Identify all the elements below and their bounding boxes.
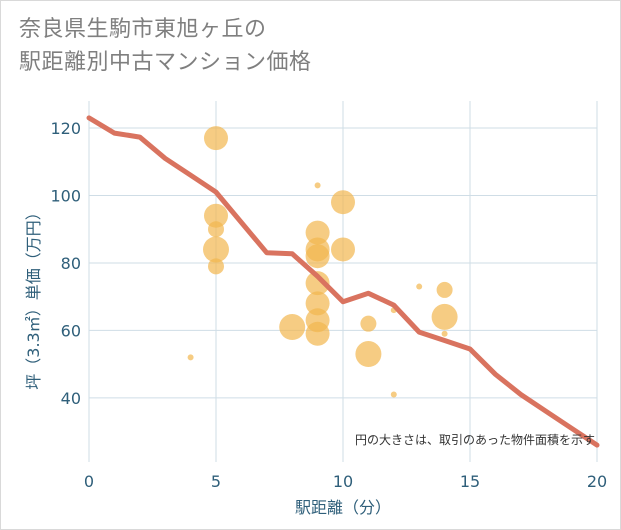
trend-point bbox=[266, 252, 268, 254]
data-bubble bbox=[355, 341, 382, 368]
data-bubble bbox=[203, 236, 229, 263]
trend-point bbox=[317, 275, 319, 277]
trend-point bbox=[190, 174, 192, 176]
x-tick-label: 15 bbox=[460, 472, 480, 491]
data-bubble bbox=[314, 182, 321, 189]
data-bubble bbox=[436, 281, 453, 298]
trend-point bbox=[164, 157, 166, 159]
y-axis-title: 坪（3.3㎡）単価（万円） bbox=[24, 204, 43, 389]
title-line-1: 奈良県生駒市東旭ヶ丘の bbox=[19, 17, 267, 42]
size-annotation: 円の大きさは、取引のあった物件面積を示す bbox=[355, 432, 595, 447]
x-tick-label: 5 bbox=[211, 472, 221, 491]
trend-point bbox=[545, 410, 547, 412]
trend-point bbox=[596, 444, 598, 446]
data-bubble bbox=[305, 291, 330, 316]
trend-line-series bbox=[86, 115, 600, 448]
trend-point bbox=[367, 292, 369, 294]
data-bubble bbox=[305, 271, 330, 296]
trend-point bbox=[418, 331, 420, 333]
data-bubble bbox=[305, 321, 330, 346]
x-axis-title: 駅距離（分） bbox=[295, 498, 391, 517]
data-bubble bbox=[208, 221, 224, 238]
data-bubble bbox=[305, 220, 330, 245]
trend-point bbox=[469, 348, 471, 350]
data-bubble bbox=[416, 283, 423, 290]
data-bubble bbox=[441, 330, 448, 337]
data-bubble bbox=[279, 314, 306, 341]
axis-ticks: 0 5 10 15 20 40 60 80 100 120 bbox=[50, 119, 607, 491]
bubble-series bbox=[187, 126, 458, 398]
chart-title: 奈良県生駒市東旭ヶ丘の 駅距離別中古マンション価格 bbox=[19, 13, 312, 79]
data-bubble bbox=[360, 315, 377, 332]
y-tick-label: 120 bbox=[50, 119, 81, 138]
trend-point bbox=[88, 117, 90, 119]
trend-point bbox=[113, 132, 115, 134]
trend-point bbox=[393, 304, 395, 306]
data-bubble bbox=[204, 203, 228, 228]
data-bubble bbox=[331, 190, 355, 215]
y-tick-label: 100 bbox=[50, 186, 81, 205]
y-tick-label: 80 bbox=[61, 254, 81, 273]
data-bubble bbox=[208, 258, 224, 275]
grid-lines bbox=[88, 101, 598, 462]
trend-point bbox=[139, 136, 141, 138]
title-line-2: 駅距離別中古マンション価格 bbox=[19, 50, 312, 75]
x-tick-label: 0 bbox=[84, 472, 94, 491]
data-bubble bbox=[305, 244, 330, 269]
data-bubble bbox=[187, 354, 194, 361]
trend-point bbox=[520, 394, 522, 396]
trend-point bbox=[291, 253, 293, 255]
trend-point bbox=[571, 427, 573, 429]
y-tick-label: 60 bbox=[61, 321, 81, 340]
y-tick-label: 40 bbox=[61, 389, 81, 408]
trend-point bbox=[444, 340, 446, 342]
data-bubble bbox=[331, 237, 355, 262]
x-tick-label: 20 bbox=[587, 472, 607, 491]
trend-point bbox=[240, 221, 242, 223]
trend-point bbox=[494, 373, 496, 375]
data-bubble bbox=[390, 391, 397, 398]
x-tick-label: 10 bbox=[333, 472, 353, 491]
trend-point bbox=[215, 191, 217, 193]
data-bubble bbox=[431, 303, 458, 330]
trend-point bbox=[342, 301, 344, 303]
data-bubble bbox=[204, 126, 228, 151]
